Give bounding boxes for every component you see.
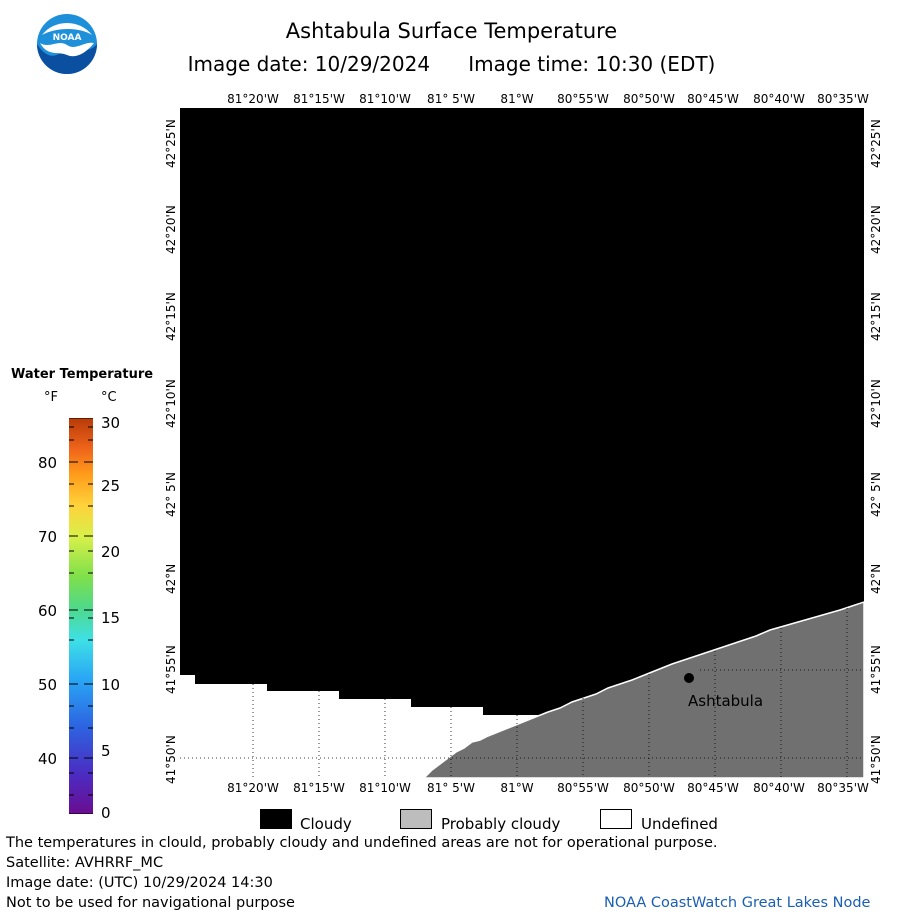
- temperature-map[interactable]: [180, 108, 864, 778]
- page-title: Ashtabula Surface Temperature: [285, 19, 618, 43]
- color-bar-ticks: [69, 418, 93, 814]
- probably-cloudy-label: Probably cloudy: [441, 815, 561, 833]
- lon-label-top: 81° 5'W: [427, 92, 475, 106]
- fahrenheit-tick: 40: [38, 750, 58, 768]
- celsius-tick: 20: [101, 543, 121, 561]
- lon-label-top: 80°35'W: [817, 92, 869, 106]
- land-area: [422, 601, 864, 778]
- fahrenheit-tick: 60: [38, 602, 58, 620]
- lat-label-right: 42°10'N: [869, 379, 883, 428]
- image-datetime: Image date: 10/29/2024 Image time: 10:30…: [0, 52, 903, 76]
- lon-label-top: 81°15'W: [293, 92, 345, 106]
- lon-label-bottom: 81°15'W: [293, 781, 345, 795]
- cloudy-label: Cloudy: [300, 815, 352, 833]
- graticule: [180, 608, 864, 778]
- footer-utc-date: Image date: (UTC) 10/29/2024 14:30: [6, 875, 273, 891]
- image-date: Image date: 10/29/2024: [187, 52, 431, 76]
- lon-label-bottom: 80°50'W: [623, 781, 675, 795]
- celsius-tick: 0: [101, 804, 111, 822]
- lon-label-bottom: 81°20'W: [227, 781, 279, 795]
- unit-celsius: °C: [101, 390, 117, 405]
- undefined-label: Undefined: [641, 815, 718, 833]
- lon-label-top: 81°10'W: [359, 92, 411, 106]
- lat-label-right: 42°N: [869, 563, 883, 594]
- lat-label-left: 42°25'N: [164, 119, 178, 168]
- footer-note: The temperatures in clould, probably clo…: [6, 835, 718, 851]
- probably-cloudy-swatch: [400, 809, 432, 829]
- ashtabula-marker: [684, 673, 694, 683]
- lat-label-left: 42°N: [164, 563, 178, 594]
- celsius-tick: 15: [101, 609, 121, 627]
- lat-label-left: 42°10'N: [164, 379, 178, 428]
- lon-label-bottom: 80°45'W: [687, 781, 739, 795]
- celsius-tick: 30: [101, 414, 121, 432]
- fahrenheit-tick: 50: [38, 676, 58, 694]
- lon-label-top: 80°45'W: [687, 92, 739, 106]
- noaa-logo-icon: NOAA: [37, 14, 97, 74]
- unit-fahrenheit: °F: [44, 390, 58, 405]
- lat-label-right: 42°25'N: [869, 119, 883, 168]
- city-label: Ashtabula: [688, 692, 764, 710]
- lon-label-top: 81°20'W: [227, 92, 279, 106]
- lon-label-bottom: 81°W: [500, 781, 534, 795]
- image-time: Image time: 10:30 (EDT): [468, 52, 716, 76]
- celsius-tick: 25: [101, 477, 121, 495]
- celsius-tick: 5: [101, 742, 111, 760]
- footer-credit: NOAA CoastWatch Great Lakes Node: [604, 895, 871, 911]
- footer-satellite: Satellite: AVHRRF_MC: [6, 855, 164, 871]
- lat-label-left: 41°55'N: [164, 645, 178, 694]
- cloudy-swatch: [260, 809, 292, 829]
- lon-label-top: 80°50'W: [623, 92, 675, 106]
- lon-label-bottom: 80°55'W: [557, 781, 609, 795]
- lon-label-bottom: 80°40'W: [753, 781, 805, 795]
- lat-label-left: 42° 5'N: [164, 472, 178, 517]
- lon-label-top: 80°40'W: [753, 92, 805, 106]
- undefined-swatch: [600, 809, 632, 829]
- fahrenheit-tick: 80: [38, 454, 58, 472]
- lat-label-left: 41°50'N: [164, 735, 178, 784]
- legend-title: Water Temperature: [11, 367, 154, 382]
- lat-label-right: 41°55'N: [869, 645, 883, 694]
- lon-label-bottom: 81° 5'W: [427, 781, 475, 795]
- fahrenheit-tick: 70: [38, 528, 58, 546]
- lon-label-bottom: 81°10'W: [359, 781, 411, 795]
- lat-label-right: 42°20'N: [869, 205, 883, 254]
- footer-nav-warning: Not to be used for navigational purpose: [6, 895, 295, 911]
- lat-label-left: 42°20'N: [164, 205, 178, 254]
- lat-label-right: 42°15'N: [869, 292, 883, 341]
- lon-label-bottom: 80°35'W: [817, 781, 869, 795]
- svg-text:NOAA: NOAA: [53, 33, 82, 43]
- lat-label-right: 42° 5'N: [869, 472, 883, 517]
- lon-label-top: 80°55'W: [557, 92, 609, 106]
- lon-label-top: 81°W: [500, 92, 534, 106]
- lat-label-right: 41°50'N: [869, 735, 883, 784]
- celsius-tick: 10: [101, 676, 121, 694]
- lat-label-left: 42°15'N: [164, 292, 178, 341]
